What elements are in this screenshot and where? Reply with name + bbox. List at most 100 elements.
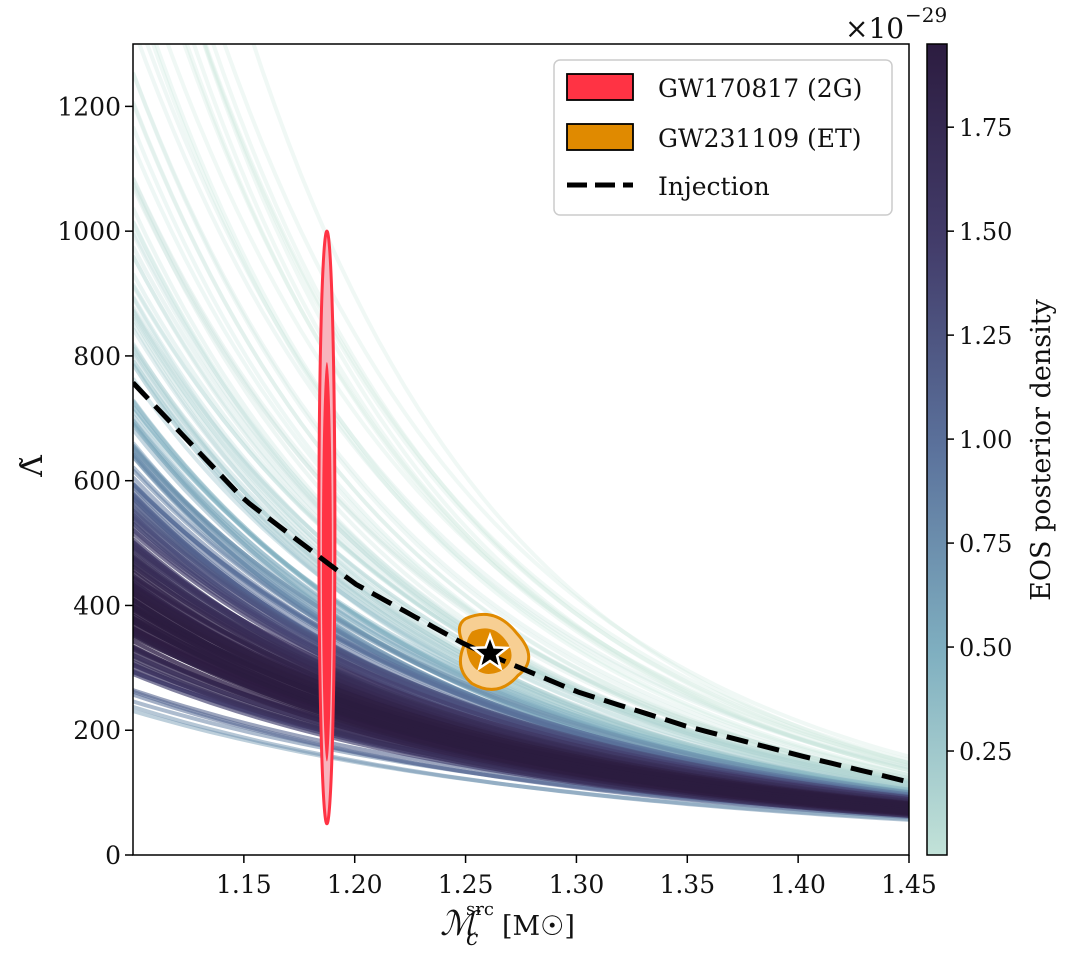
colorbar-offset-base: ×10: [845, 12, 904, 45]
x-label-main: ℳ: [440, 904, 481, 944]
eos-curve: [133, 359, 909, 793]
eos-curve: [133, 405, 909, 795]
eos-curve: [133, 483, 909, 797]
eos-curve: [150, 44, 909, 777]
y-tick-label: 400: [73, 591, 121, 620]
eos-curve: [133, 102, 909, 782]
eos-curve: [133, 399, 909, 797]
eos-curves: [133, 44, 909, 822]
eos-curve: [133, 100, 909, 782]
eos-curve: [133, 363, 909, 798]
x-label-sub: c: [466, 926, 478, 951]
legend-label-gw231109: GW231109 (ET): [658, 124, 861, 153]
eos-curve: [133, 309, 909, 794]
x-tick-label: 1.15: [216, 870, 272, 899]
x-axis-label: ℳ c src [M☉]: [440, 899, 575, 951]
y-axis: 0 200 400 600 800 1000 1200: [57, 92, 133, 870]
x-tick-label: 1.25: [438, 870, 494, 899]
eos-curve: [137, 44, 909, 770]
y-tick-label: 600: [73, 467, 121, 496]
eos-curve: [191, 44, 909, 773]
legend-label-gw170817: GW170817 (2G): [658, 74, 862, 103]
eos-curve: [133, 445, 909, 795]
legend-swatch-gw231109: [566, 123, 634, 151]
y-tick-label: 1200: [57, 92, 121, 121]
eos-curve: [133, 610, 909, 815]
colorbar-tick-label: 1.00: [959, 426, 1012, 454]
eos-curve: [202, 44, 909, 765]
eos-curve: [184, 44, 909, 772]
x-tick-label: 1.45: [881, 870, 937, 899]
eos-curve: [133, 322, 909, 796]
plot-area: [133, 44, 909, 826]
legend-swatch-gw170817: [566, 73, 634, 101]
x-tick-label: 1.40: [770, 870, 826, 899]
eos-curve: [133, 709, 909, 821]
y-tick-label: 0: [105, 841, 121, 870]
y-tick-label: 800: [73, 342, 121, 371]
eos-curve: [133, 313, 909, 789]
eos-curve: [133, 404, 909, 796]
eos-curve: [201, 44, 909, 773]
eos-curve: [133, 346, 909, 794]
injection-point-star: [469, 631, 511, 672]
eos-curve: [133, 316, 909, 795]
x-axis: 1.15 1.20 1.25 1.30 1.35 1.40 1.45: [216, 855, 937, 899]
injection-line: [133, 380, 909, 785]
eos-curve: [133, 607, 909, 813]
colorbar-gradient: [926, 43, 948, 856]
eos-curve: [133, 606, 909, 807]
eos-curve: [133, 423, 909, 796]
eos-curve: [133, 342, 909, 796]
colorbar-tick-label: 0.75: [959, 530, 1012, 558]
injection-star: [469, 631, 511, 672]
colorbar-label: EOS posterior density: [1026, 298, 1057, 600]
eos-curve: [133, 418, 909, 796]
x-tick-label: 1.30: [549, 870, 605, 899]
eos-curve: [133, 327, 909, 793]
eos-curve: [133, 606, 909, 811]
colorbar-offset-exp: −29: [905, 3, 947, 27]
y-tick-label: 1000: [57, 217, 121, 246]
x-tick-label: 1.20: [327, 870, 383, 899]
x-label-unit: [M☉]: [502, 911, 575, 942]
eos-curve: [251, 44, 909, 766]
eos-curve: [133, 352, 909, 797]
colorbar: 0.25 0.50 0.75 1.00 1.25 1.50 1.75 ×10 −29 EOS…: [845, 3, 1057, 856]
eos-curve: [133, 359, 909, 796]
eos-curve: [133, 409, 909, 792]
y-axis-label: Λ̃: [15, 455, 50, 478]
eos-curve: [133, 446, 909, 795]
legend-label-injection: Injection: [658, 172, 770, 201]
eos-curve: [133, 377, 909, 794]
eos-curve: [153, 44, 909, 776]
eos-curve: [133, 71, 909, 778]
eos-curve: [133, 545, 909, 802]
colorbar-tick-label: 1.50: [959, 218, 1012, 246]
eos-curve: [165, 44, 909, 766]
y-tick-label: 200: [73, 716, 121, 745]
eos-curve: [133, 344, 909, 790]
x-label-sup: src: [466, 899, 494, 920]
plot-frame: [132, 43, 910, 856]
eos-curve: [133, 296, 909, 795]
colorbar-tick-label: 1.25: [959, 322, 1012, 350]
eos-curve: [133, 349, 909, 792]
x-tick-label: 1.35: [659, 870, 715, 899]
legend-box: [553, 59, 893, 216]
eos-curve: [144, 44, 909, 770]
eos-curve: [133, 72, 909, 780]
colorbar-tick-label: 1.75: [959, 114, 1012, 142]
eos-curve: [182, 44, 909, 769]
legend: GW170817 (2G) GW231109 (ET) Injection: [553, 59, 893, 216]
eos-curve: [133, 704, 909, 822]
eos-curve: [203, 44, 909, 763]
eos-curve: [133, 689, 909, 819]
colorbar-tick-label: 0.50: [959, 634, 1012, 662]
colorbar-ticks: 0.25 0.50 0.75 1.00 1.25 1.50 1.75: [947, 114, 1012, 766]
colorbar-tick-label: 0.25: [959, 738, 1012, 766]
eos-curve: [222, 44, 909, 759]
eos-curve: [211, 44, 909, 767]
eos-curve: [133, 295, 909, 790]
